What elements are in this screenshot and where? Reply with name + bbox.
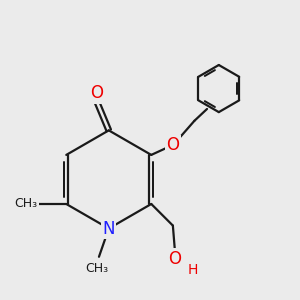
Text: CH₃: CH₃ (85, 262, 109, 275)
Text: CH₃: CH₃ (15, 197, 38, 211)
Text: O: O (168, 250, 181, 268)
Text: H: H (187, 263, 198, 277)
Text: O: O (167, 136, 179, 154)
Text: O: O (91, 85, 103, 103)
Text: N: N (103, 220, 115, 238)
